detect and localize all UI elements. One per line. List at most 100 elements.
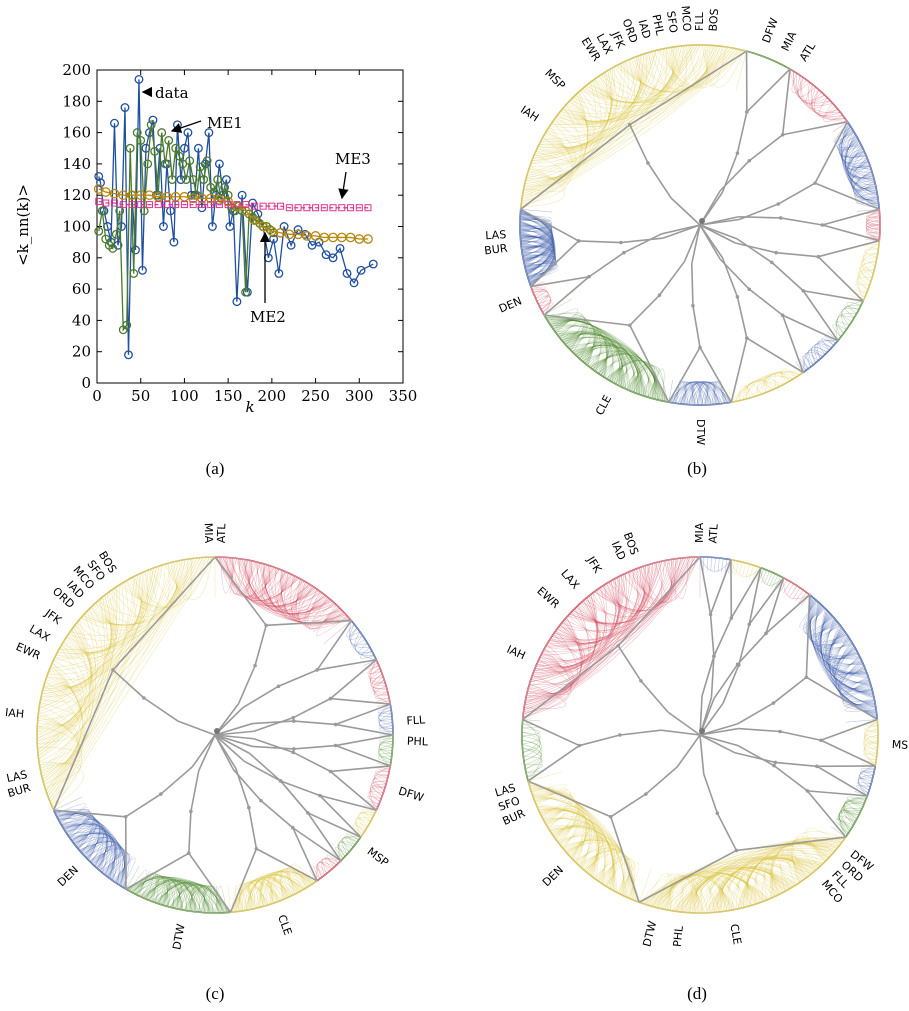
- data-point: [138, 265, 147, 275]
- data-point: [179, 143, 189, 153]
- data-point: [164, 135, 174, 145]
- data-point: [356, 265, 366, 275]
- data-point: [338, 204, 346, 212]
- x-tick-label: 100: [170, 387, 199, 405]
- panel-label-a: (a): [206, 459, 225, 478]
- panel-label-d: (d): [687, 984, 707, 1003]
- data-point: [167, 175, 177, 184]
- data-point: [240, 206, 251, 216]
- root-node: [699, 728, 705, 734]
- data-point: [143, 159, 153, 169]
- data-point: [204, 128, 214, 138]
- y-tick-label: 200: [62, 61, 91, 79]
- data-point: [274, 269, 284, 278]
- data-point: [108, 243, 118, 253]
- data-point: [129, 269, 139, 278]
- data-point: [150, 146, 160, 156]
- y-tick-label: 60: [72, 280, 91, 298]
- data-point: [355, 204, 363, 212]
- edge-bundle: [309, 855, 341, 881]
- edge-bundle: [349, 809, 377, 838]
- edge-bundle: [789, 69, 848, 133]
- edge-bundle: [668, 379, 732, 406]
- series-line-me2: [98, 188, 369, 240]
- data-point: [214, 159, 224, 169]
- data-point: [232, 297, 242, 307]
- y-tick-label: 0: [81, 374, 91, 392]
- airport-label: DFW: [397, 784, 425, 804]
- data-point: [132, 128, 142, 138]
- data-point: [122, 320, 132, 330]
- data-point: [294, 204, 302, 212]
- data-point: [328, 253, 338, 263]
- airport-label: IAD: [635, 18, 653, 40]
- data-point: [197, 203, 207, 213]
- annotation-label: data: [155, 84, 189, 102]
- outer-circle: [521, 556, 879, 914]
- data-point: [185, 156, 195, 166]
- edge-bundle: [699, 556, 732, 574]
- data-point: [188, 175, 198, 184]
- data-point: [163, 201, 171, 209]
- data-point: [180, 201, 188, 209]
- panel-label-c: (c): [206, 984, 225, 1003]
- airport-label: ATL: [797, 39, 819, 63]
- data-point: [286, 240, 296, 250]
- data-point: [110, 118, 119, 128]
- data-point: [158, 222, 168, 231]
- y-tick-label: 20: [72, 343, 91, 361]
- data-point: [189, 201, 197, 209]
- airport-label: MIA: [202, 523, 216, 544]
- data-point: [202, 156, 212, 166]
- outer-circle: [519, 44, 881, 406]
- data-point: [146, 120, 156, 130]
- data-point: [364, 204, 372, 212]
- edge-bundle: [125, 866, 231, 914]
- edge-bundle: [377, 703, 394, 736]
- data-point: [237, 190, 247, 200]
- airport-label: ATL: [215, 522, 229, 543]
- data-point: [136, 135, 146, 145]
- y-axis-label: <k_nn(k)>: [14, 184, 32, 266]
- data-point: [207, 201, 215, 209]
- airport-label: IAH: [518, 103, 541, 124]
- annotation-arrow: [338, 171, 349, 200]
- rim-arc: [746, 50, 791, 70]
- airport-label: DTW: [170, 923, 187, 951]
- y-tick-label: 140: [62, 155, 91, 173]
- airport-label: DEN: [55, 863, 81, 889]
- airport-label: LAX: [558, 567, 582, 592]
- airport-label: FLL: [406, 713, 426, 727]
- data-point: [223, 190, 233, 200]
- edge-bundle: [865, 209, 881, 241]
- data-point: [178, 159, 188, 169]
- data-point: [335, 243, 345, 253]
- airport-label: IAH: [4, 706, 24, 721]
- hierarchy-tree: [520, 50, 880, 403]
- airport-label: SFO: [664, 10, 680, 34]
- airport-label: PHL: [671, 924, 686, 947]
- airport-label: BOS: [707, 8, 722, 32]
- data-point: [233, 201, 241, 209]
- data-point: [258, 221, 268, 232]
- series-me1: [94, 120, 279, 335]
- data-point: [148, 115, 158, 125]
- data-point: [285, 204, 293, 212]
- edge-bundle: [799, 594, 878, 723]
- data-point: [195, 162, 205, 172]
- data-point: [349, 278, 359, 288]
- annotation-label: ME2: [250, 308, 286, 326]
- data-point: [307, 240, 317, 250]
- data-point: [97, 206, 107, 216]
- airport-label: EWR: [534, 584, 562, 611]
- edge-bundle: [519, 209, 559, 287]
- airport-label: CLE: [275, 913, 294, 937]
- edge-bundle: [543, 298, 670, 403]
- edge-bundle: [227, 863, 318, 913]
- panel-label-b: (b): [687, 459, 707, 478]
- x-tick-label: 350: [389, 387, 418, 405]
- airport-label: BUR: [6, 781, 32, 800]
- data-point: [198, 201, 206, 209]
- rim-arc: [375, 765, 392, 811]
